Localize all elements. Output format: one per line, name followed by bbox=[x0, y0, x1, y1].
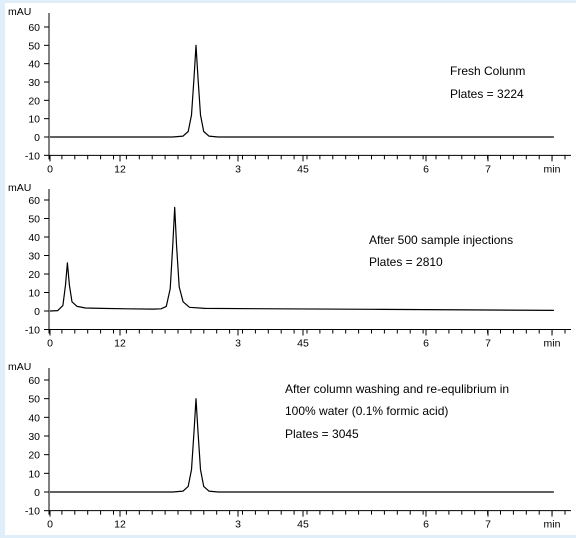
y-tick-label: 40 bbox=[28, 232, 40, 244]
x-axis-unit-label: min bbox=[544, 519, 561, 531]
x-axis-unit-label: min bbox=[544, 163, 561, 175]
x-tick-label: 7 bbox=[485, 338, 491, 350]
chromatogram-trace bbox=[50, 398, 554, 493]
y-tick-label: 0 bbox=[34, 306, 40, 318]
annotation-text: Plates = 3224 bbox=[450, 87, 524, 101]
y-axis-label: mAU bbox=[8, 361, 31, 373]
x-tick-label: 0 bbox=[47, 519, 53, 531]
x-tick-label: 3 bbox=[235, 519, 241, 531]
y-tick-label: 30 bbox=[28, 77, 40, 89]
x-tick-label: 6 bbox=[423, 338, 429, 350]
chromatogram-trace bbox=[50, 44, 554, 138]
annotation-text: Fresh Colunm bbox=[450, 64, 525, 78]
y-tick-label: -10 bbox=[25, 150, 40, 162]
y-tick-label: 60 bbox=[28, 195, 40, 207]
y-tick-label: 40 bbox=[28, 412, 40, 424]
chart-panel-1: -10 0 10 20 30 40 50 60 mAU 0 12 3 45 6 7 min Fresh Colu… bbox=[8, 6, 571, 175]
y-axis-label: mAU bbox=[8, 6, 31, 18]
y-tick-label: 40 bbox=[28, 59, 40, 71]
y-tick-label: 10 bbox=[28, 114, 40, 126]
x-tick-label: 6 bbox=[423, 519, 429, 531]
y-tick-label: 0 bbox=[34, 132, 40, 144]
x-tick-label: 0 bbox=[47, 338, 53, 350]
y-tick-label: 20 bbox=[28, 269, 40, 281]
x-tick-label: 3 bbox=[235, 163, 241, 175]
y-tick-label: 10 bbox=[28, 468, 40, 480]
y-tick-label: 60 bbox=[28, 22, 40, 34]
y-tick-label: -10 bbox=[25, 506, 40, 518]
annotation-text: After 500 sample injections bbox=[369, 233, 513, 247]
y-tick-label: 50 bbox=[28, 214, 40, 226]
y-tick-label: 60 bbox=[28, 375, 40, 387]
x-tick-label: 45 bbox=[297, 163, 309, 175]
x-tick-label: 45 bbox=[297, 338, 309, 350]
x-tick-label: 6 bbox=[423, 163, 429, 175]
y-tick-label: 50 bbox=[28, 40, 40, 52]
y-tick-label: -10 bbox=[25, 325, 40, 337]
x-tick-label: 12 bbox=[114, 519, 126, 531]
annotation-text: 100% water (0.1% formic acid) bbox=[285, 404, 448, 418]
annotation-text: After column washing and re-equlibrium i… bbox=[285, 382, 509, 396]
y-tick-label: 30 bbox=[28, 251, 40, 263]
y-tick-label: 0 bbox=[34, 487, 40, 499]
x-tick-label: 7 bbox=[485, 163, 491, 175]
chart-panel-3: -10 0 10 20 30 40 50 60 mAU 0 12 3 45 6 7 min After colu… bbox=[8, 361, 571, 531]
x-tick-label: 45 bbox=[297, 519, 309, 531]
chromatogram-trace bbox=[49, 206, 554, 312]
x-tick-label: 3 bbox=[235, 338, 241, 350]
y-tick-label: 20 bbox=[28, 450, 40, 462]
x-tick-label: 0 bbox=[47, 163, 53, 175]
annotation-text: Plates = 3045 bbox=[285, 427, 359, 441]
annotation-text: Plates = 2810 bbox=[369, 255, 443, 269]
x-tick-label: 12 bbox=[114, 338, 126, 350]
x-tick-label: 12 bbox=[114, 163, 126, 175]
y-axis-label: mAU bbox=[8, 182, 31, 194]
y-tick-label: 20 bbox=[28, 95, 40, 107]
y-tick-label: 50 bbox=[28, 394, 40, 406]
chromatogram-figure: -10 0 10 20 30 40 50 60 mAU 0 12 3 45 6 7 min Fresh Colu… bbox=[5, 3, 576, 535]
x-axis-unit-label: min bbox=[544, 338, 561, 350]
x-tick-label: 7 bbox=[485, 519, 491, 531]
y-tick-label: 30 bbox=[28, 431, 40, 443]
y-tick-label: 10 bbox=[28, 288, 40, 300]
